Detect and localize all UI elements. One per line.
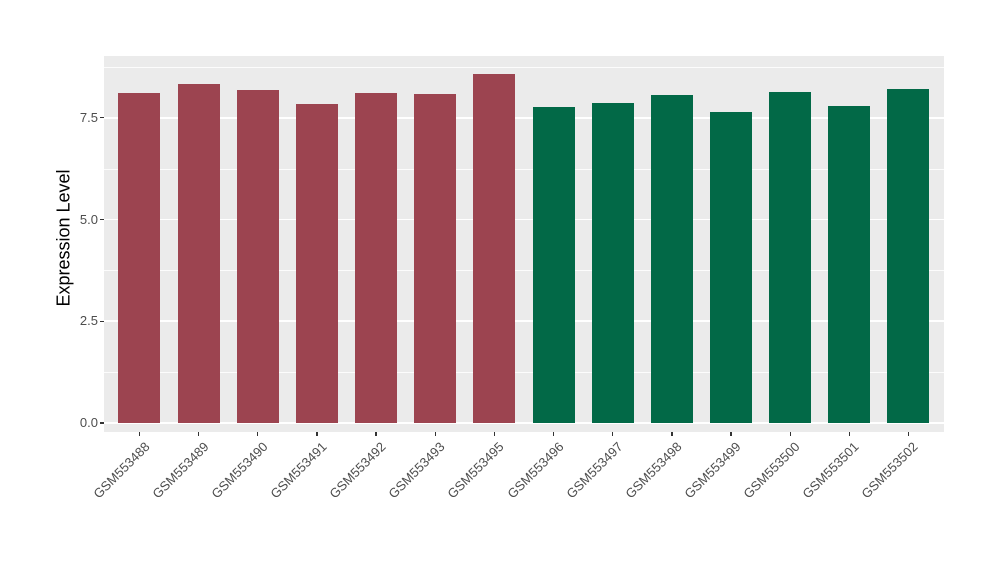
- bar-GSM553497: [591, 102, 634, 423]
- bar-GSM553489: [177, 84, 220, 423]
- x-tick-label: GSM553492: [326, 439, 389, 502]
- bar-GSM553495: [473, 73, 516, 423]
- x-tick-label: GSM553495: [444, 439, 507, 502]
- x-axis-tick-mark: [257, 432, 259, 436]
- bar-GSM553500: [769, 92, 812, 423]
- x-tick-label: GSM553497: [563, 439, 626, 502]
- bar-GSM553501: [828, 105, 871, 423]
- x-tick-label: GSM553488: [89, 439, 153, 502]
- y-axis-tick-mark: [100, 218, 104, 221]
- x-tick-label: GSM553493: [385, 439, 448, 502]
- bar-GSM553492: [355, 92, 398, 423]
- gridline-major: [104, 422, 944, 424]
- bar-GSM553488: [118, 92, 161, 423]
- plot-panel: [104, 56, 944, 432]
- y-axis-tick-mark: [100, 422, 104, 424]
- y-tick-label: 0.0: [79, 415, 98, 430]
- bar-GSM553491: [295, 104, 338, 423]
- bar-GSM553490: [236, 90, 279, 423]
- y-tick-label: 7.5: [79, 109, 98, 125]
- bar-GSM553499: [709, 112, 752, 423]
- bar-GSM553493: [414, 93, 457, 423]
- gridline-minor: [104, 270, 944, 272]
- gridline-major: [104, 116, 944, 119]
- x-tick-label: GSM553500: [740, 439, 803, 502]
- x-axis-tick-mark: [375, 432, 377, 436]
- bar-GSM553498: [650, 95, 693, 423]
- gridline-minor: [104, 372, 944, 373]
- x-axis-tick-mark: [198, 432, 200, 436]
- x-axis-tick-mark: [907, 432, 910, 436]
- x-tick-label: GSM553490: [208, 439, 271, 502]
- bar-GSM553502: [887, 88, 930, 423]
- x-tick-label: GSM553491: [267, 439, 330, 502]
- bar-GSM553496: [532, 106, 575, 423]
- x-axis-tick-mark: [316, 432, 318, 436]
- y-tick-label: 5.0: [79, 211, 98, 227]
- x-axis-tick-mark: [671, 432, 673, 436]
- x-tick-label: GSM553499: [681, 439, 744, 502]
- x-axis-tick-mark: [434, 432, 436, 436]
- y-tick-label: 2.5: [79, 313, 98, 329]
- x-axis-tick-mark: [730, 432, 732, 436]
- x-axis-tick-mark: [789, 432, 791, 436]
- y-axis-tick-mark: [100, 320, 104, 322]
- y-axis-tick-mark: [100, 117, 104, 119]
- x-axis-tick-mark: [138, 432, 141, 436]
- x-tick-label: GSM553496: [503, 439, 567, 502]
- gridline-minor: [104, 66, 944, 68]
- gridline-major: [104, 320, 944, 323]
- gridline-major: [104, 218, 944, 221]
- x-axis-tick-mark: [552, 432, 555, 436]
- gridline-minor: [104, 168, 944, 170]
- x-tick-label: GSM553489: [149, 439, 212, 502]
- x-axis-tick-mark: [848, 432, 850, 436]
- y-axis-title: Expression Level: [53, 169, 74, 307]
- x-tick-label: GSM553501: [799, 439, 862, 502]
- x-axis-tick-mark: [493, 432, 496, 436]
- x-tick-label: GSM553502: [858, 439, 922, 502]
- x-tick-label: GSM553498: [622, 439, 685, 502]
- x-axis-tick-mark: [612, 432, 614, 436]
